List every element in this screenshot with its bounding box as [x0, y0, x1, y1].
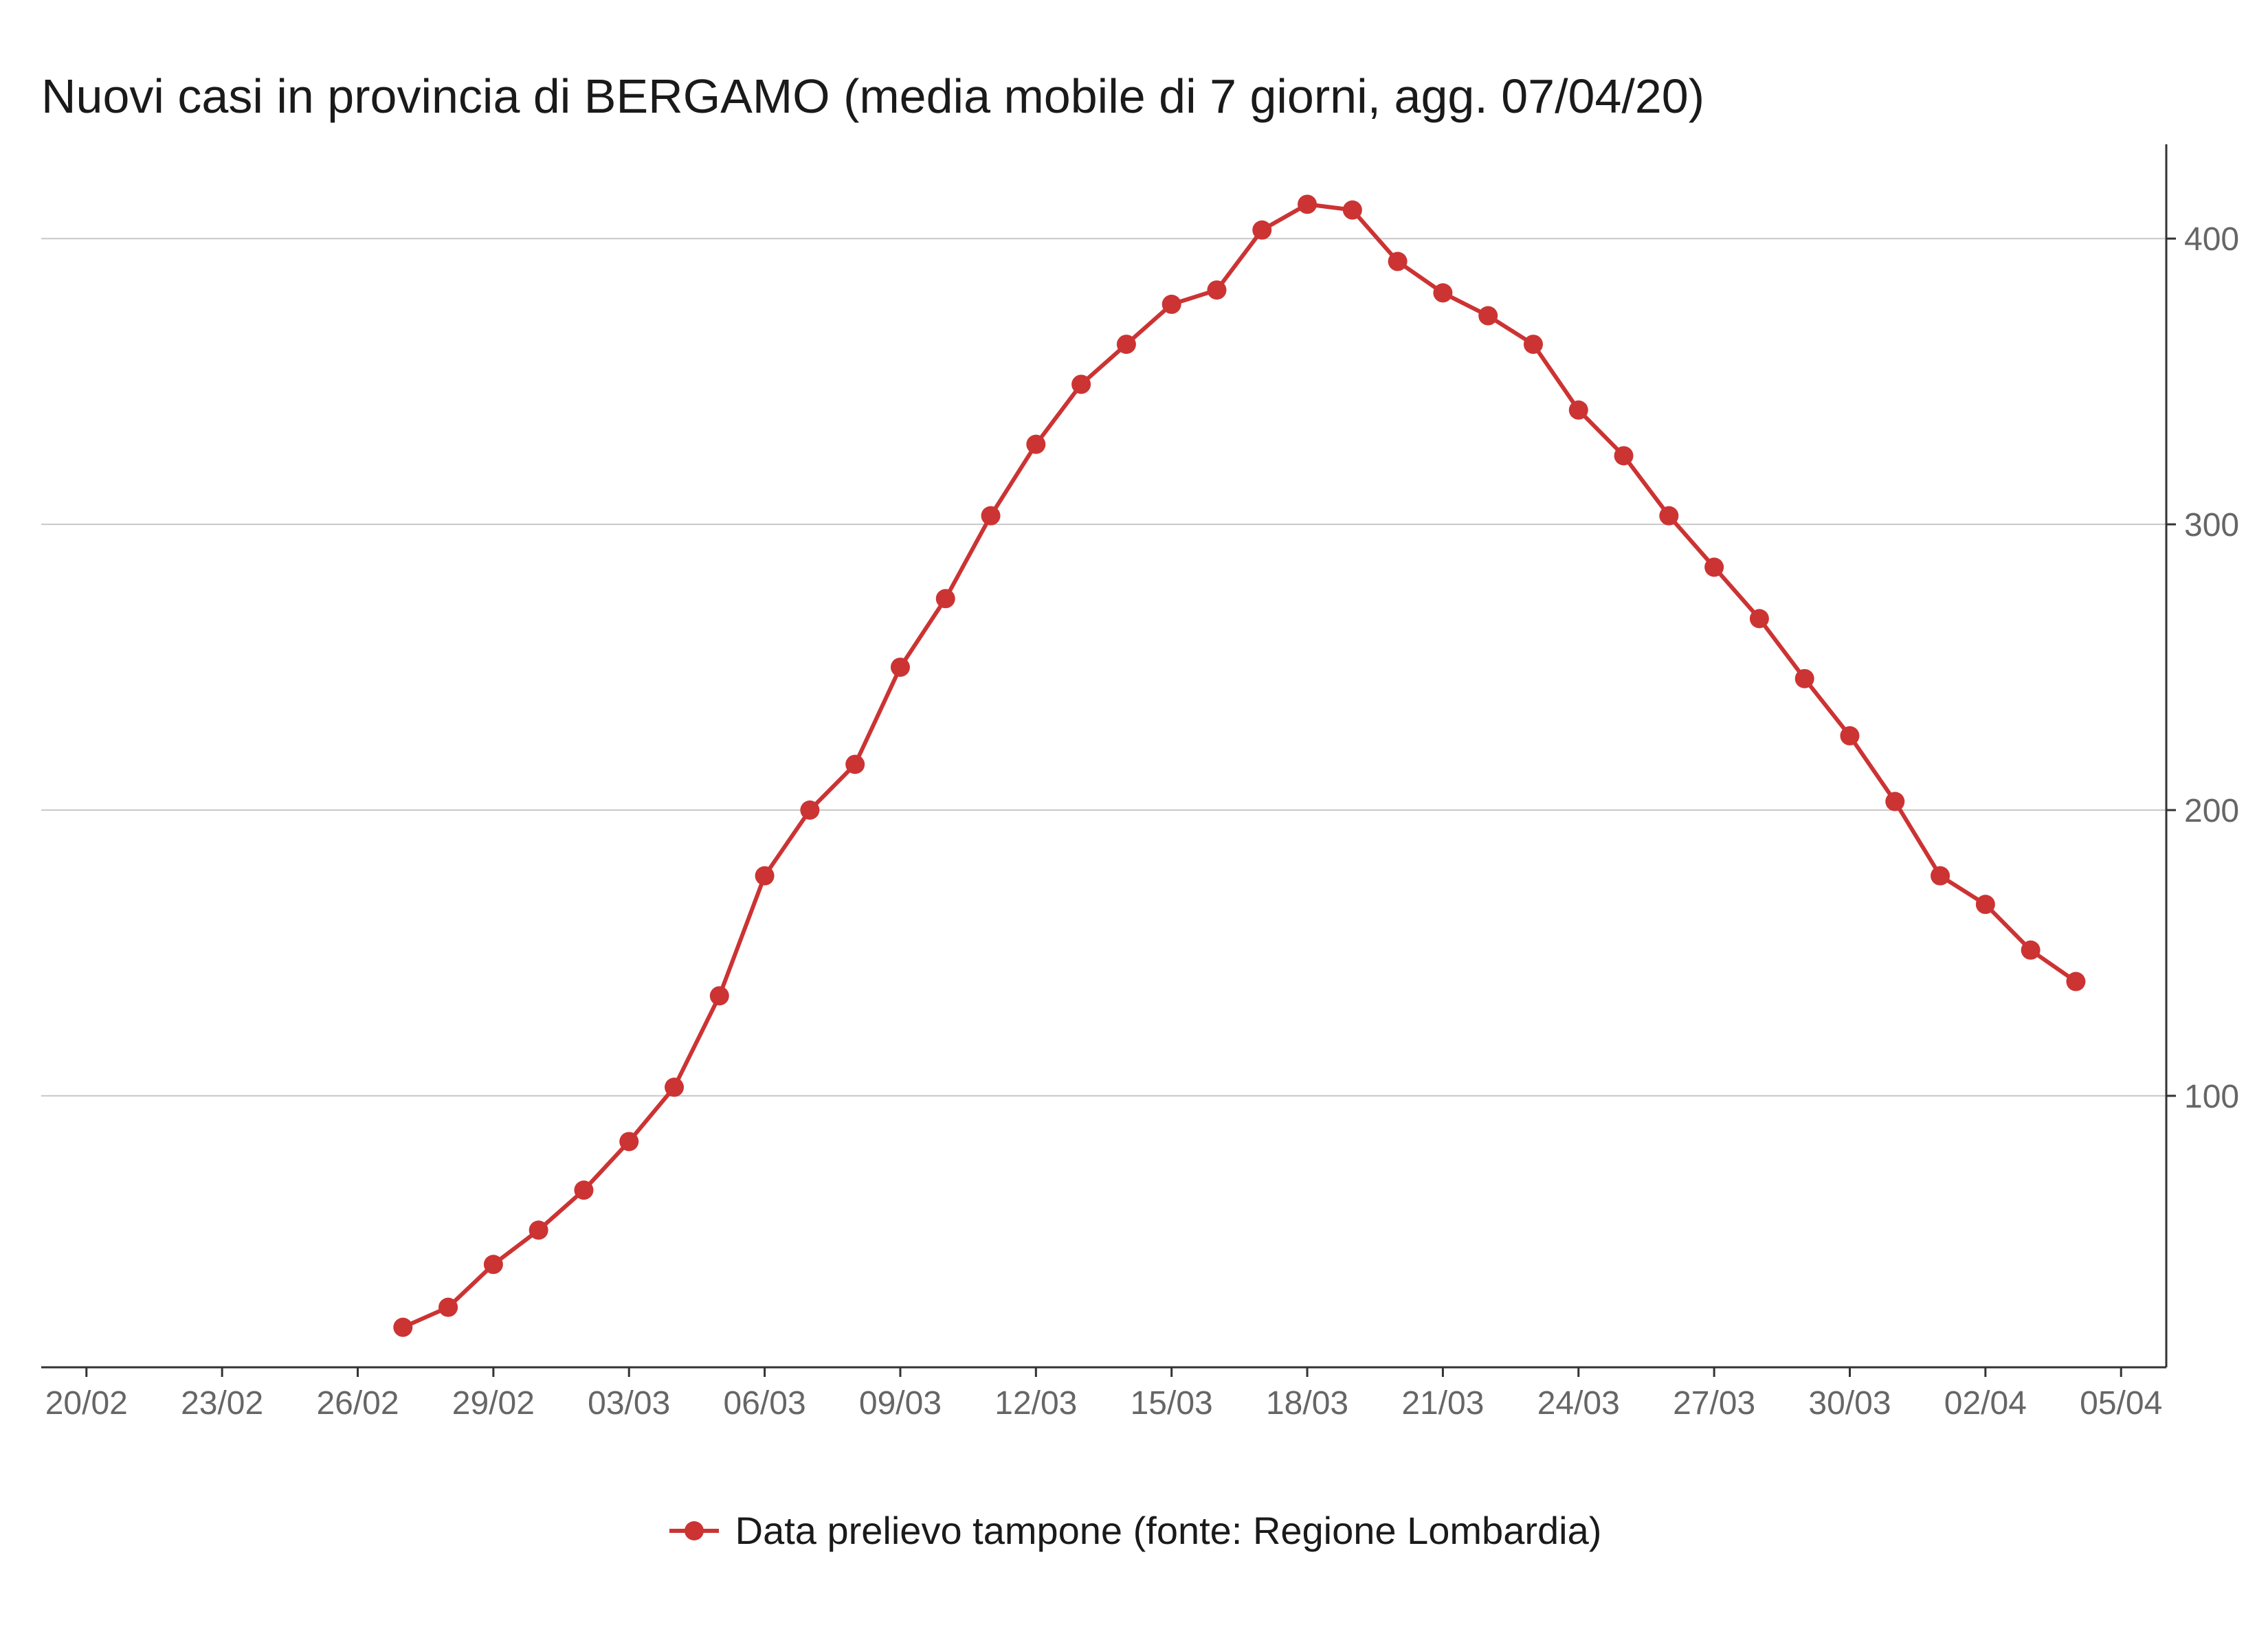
- data-point: [483, 1255, 503, 1275]
- x-tick-label: 09/03: [859, 1385, 942, 1422]
- data-point: [574, 1180, 594, 1200]
- x-tick-label: 02/04: [1944, 1385, 2027, 1422]
- data-point: [800, 800, 820, 820]
- data-point: [1207, 280, 1227, 300]
- chart-title: Nuovi casi in provincia di BERGAMO (medi…: [41, 69, 1705, 123]
- data-point: [1388, 251, 1408, 271]
- data-point: [1931, 866, 1950, 886]
- legend-marker-icon: [669, 1521, 719, 1540]
- data-point: [981, 506, 1001, 526]
- data-point: [1433, 283, 1453, 303]
- data-point: [1749, 609, 1769, 629]
- x-tick-label: 05/04: [2080, 1385, 2162, 1422]
- x-tick-label: 18/03: [1266, 1385, 1348, 1422]
- data-point: [529, 1220, 548, 1240]
- data-point: [1161, 294, 1181, 314]
- y-tick-label: 400: [2184, 221, 2239, 258]
- x-tick-label: 30/03: [1808, 1385, 1891, 1422]
- legend: Data prelievo tampone (fonte: Regione Lo…: [0, 1508, 2268, 1553]
- x-tick-label: 23/02: [181, 1385, 263, 1422]
- data-point: [1659, 506, 1679, 526]
- x-tick-label: 29/02: [452, 1385, 535, 1422]
- y-tick-label: 200: [2184, 793, 2239, 829]
- data-point: [845, 754, 865, 774]
- data-point: [1342, 200, 1362, 220]
- series-line: [402, 202, 2078, 1330]
- x-tick-label: 15/03: [1131, 1385, 1213, 1422]
- x-tick-label: 20/02: [45, 1385, 128, 1422]
- data-point: [1026, 434, 1046, 454]
- data-point: [890, 658, 910, 677]
- data-point: [619, 1132, 639, 1152]
- data-point: [1794, 669, 1814, 688]
- data-point: [709, 986, 729, 1006]
- data-point: [438, 1297, 458, 1317]
- data-point: [1298, 194, 1318, 214]
- series-layer: [393, 194, 2086, 1337]
- grid-lines: [41, 238, 2166, 1097]
- x-tick-label: 27/03: [1673, 1385, 1755, 1422]
- data-point: [1568, 400, 1588, 420]
- data-point: [665, 1077, 685, 1097]
- data-point: [2066, 972, 2086, 991]
- y-tick-label: 300: [2184, 507, 2239, 543]
- axes: 100 200 300 400 20/02 23/02 26/02 29/02 03/03 06/…: [41, 144, 2239, 1422]
- x-tick-label: 24/03: [1537, 1385, 1620, 1422]
- data-point: [1840, 726, 1860, 745]
- data-point: [1975, 895, 1995, 915]
- data-point: [1523, 335, 1543, 355]
- data-point: [393, 1317, 413, 1337]
- x-tick-label: 03/03: [588, 1385, 670, 1422]
- x-tick-label: 12/03: [994, 1385, 1077, 1422]
- x-tick-label: 26/02: [316, 1385, 399, 1422]
- data-point: [1071, 374, 1091, 394]
- y-tick-label: 100: [2184, 1079, 2239, 1115]
- x-tick-label: 21/03: [1401, 1385, 1484, 1422]
- data-point: [1704, 557, 1724, 577]
- x-tick-label: 06/03: [724, 1385, 806, 1422]
- data-point: [1614, 446, 1634, 466]
- data-point: [755, 866, 775, 886]
- data-point: [1885, 792, 1905, 811]
- data-point: [1116, 335, 1136, 355]
- data-point: [1478, 306, 1498, 326]
- data-point: [935, 589, 955, 609]
- data-point: [2021, 940, 2041, 960]
- data-point: [1252, 220, 1272, 240]
- legend-label: Data prelievo tampone (fonte: Regione Lo…: [735, 1509, 1602, 1552]
